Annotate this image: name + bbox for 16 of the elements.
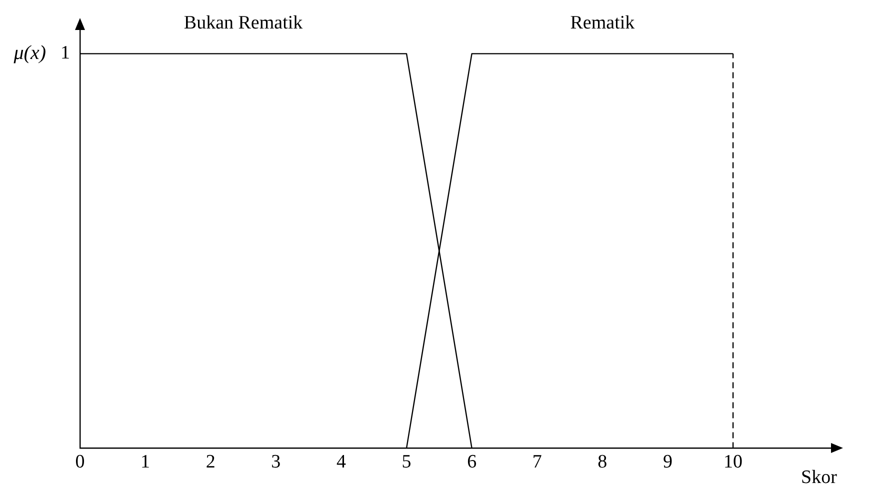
x-axis-title: Skor [801,467,838,485]
x-tick-label: 0 [75,452,85,473]
annotation: 1 [60,42,70,64]
x-tick-label: 5 [402,452,412,473]
x-tick-label: 1 [140,452,150,473]
x-tick-label: 9 [662,452,672,473]
x-tick-label: 4 [336,452,346,473]
y-axis-title: μ(x) [12,42,46,64]
x-tick-label: 3 [271,452,281,473]
series-label: Rematik [570,12,636,34]
x-tick-label: 6 [467,452,477,473]
x-tick-label: 10 [724,452,743,473]
x-tick-label: 2 [206,452,216,473]
series-label: Bukan Rematik [184,12,304,34]
x-tick-label: 8 [598,452,608,473]
x-tick-label: 7 [532,452,542,473]
